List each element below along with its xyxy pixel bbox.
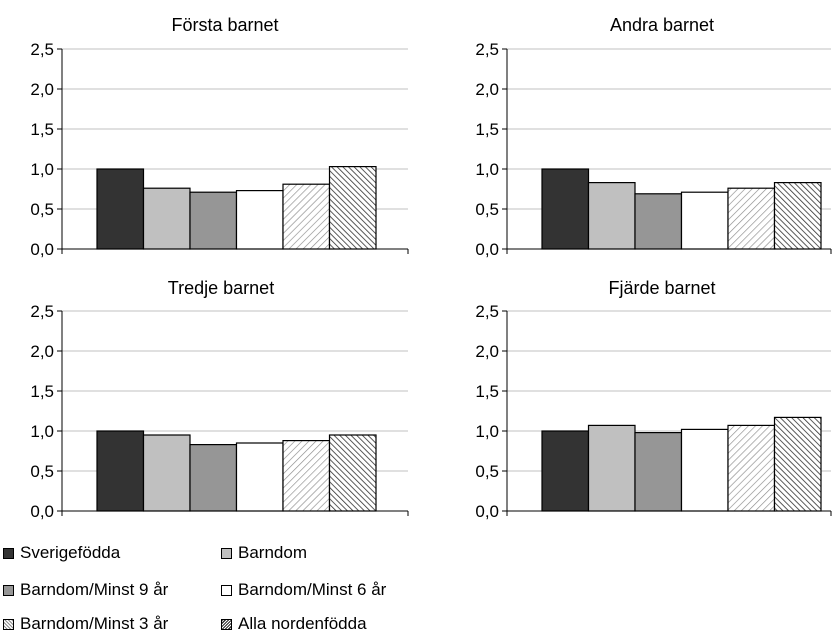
bar-1 bbox=[96, 430, 145, 512]
legend-item: Barndom/Minst 6 år bbox=[221, 580, 386, 600]
bar-1 bbox=[541, 430, 590, 512]
y-tick-label: 2,5 bbox=[30, 302, 54, 321]
chart-title: Fjärde barnet bbox=[608, 278, 715, 298]
legend-label: Barndom/Minst 6 år bbox=[238, 580, 387, 599]
y-tick-label: 1,0 bbox=[475, 422, 499, 441]
y-tick-label: 0,0 bbox=[475, 502, 499, 521]
bar-3 bbox=[189, 191, 238, 250]
bar-2 bbox=[587, 182, 636, 250]
y-tick-label: 2,5 bbox=[30, 40, 54, 59]
bar-2 bbox=[142, 434, 191, 512]
y-tick-label: 2,0 bbox=[475, 342, 499, 361]
bar-1 bbox=[541, 168, 590, 250]
y-tick-label: 1,5 bbox=[475, 382, 499, 401]
bar-5 bbox=[727, 424, 776, 512]
y-tick-label: 2,0 bbox=[30, 342, 54, 361]
bar-1 bbox=[96, 168, 145, 250]
chart-panel-1: 0,0 0,5 1,0 1,5 2,0 2,5 Första barnet bbox=[30, 15, 409, 259]
chart-title: Tredje barnet bbox=[168, 278, 274, 298]
chart-title: Första barnet bbox=[171, 15, 278, 35]
bar-4 bbox=[680, 428, 729, 512]
y-tick-label: 0,0 bbox=[30, 502, 54, 521]
legend-item: Sverigefödda bbox=[3, 543, 120, 563]
chart-panel-4: 0,0 0,5 1,0 1,5 2,0 2,5 Fjärde barnet bbox=[475, 278, 832, 521]
y-tick-label: 2,5 bbox=[475, 40, 499, 59]
bar-6 bbox=[328, 166, 377, 250]
legend-item: Barndom bbox=[221, 543, 307, 563]
y-tick-label: 2,5 bbox=[475, 302, 499, 321]
legend-label: Alla nordenfödda bbox=[238, 614, 367, 633]
legend-swatch bbox=[221, 548, 232, 559]
bar-6 bbox=[773, 182, 822, 250]
legend-label: Barndom/Minst 9 år bbox=[20, 580, 169, 599]
legend-label: Barndom bbox=[238, 543, 307, 562]
bar-3 bbox=[189, 444, 238, 512]
bar-4 bbox=[235, 442, 284, 512]
bar-5 bbox=[727, 187, 776, 250]
legend-item: Alla nordenfödda bbox=[221, 614, 367, 634]
y-tick-label: 2,0 bbox=[475, 80, 499, 99]
legend-item: Barndom/Minst 3 år bbox=[3, 614, 168, 634]
bar-3 bbox=[634, 193, 683, 250]
y-tick-label: 0,5 bbox=[475, 462, 499, 481]
charts-canvas: 0,0 0,5 1,0 1,5 2,0 2,5 Första barnet 0,0 0,5 1,0… bbox=[30, 15, 832, 521]
chart-panel-3: 0,0 0,5 1,0 1,5 2,0 2,5 Tredje barnet bbox=[30, 278, 409, 521]
y-tick-label: 1,0 bbox=[30, 422, 54, 441]
legend-swatch bbox=[221, 619, 232, 630]
y-tick-label: 0,5 bbox=[475, 200, 499, 219]
legend-swatch bbox=[3, 585, 14, 596]
bar-6 bbox=[773, 416, 822, 512]
y-tick-label: 1,5 bbox=[30, 120, 54, 139]
y-tick-label: 0,5 bbox=[30, 462, 54, 481]
legend-item: Barndom/Minst 9 år bbox=[3, 580, 168, 600]
y-tick-label: 1,0 bbox=[475, 160, 499, 179]
bar-6 bbox=[328, 434, 377, 512]
y-tick-label: 0,5 bbox=[30, 200, 54, 219]
legend-label: Barndom/Minst 3 år bbox=[20, 614, 169, 633]
y-tick-label: 0,0 bbox=[30, 240, 54, 259]
bar-2 bbox=[142, 187, 191, 250]
chart-title: Andra barnet bbox=[610, 15, 714, 35]
bar-5 bbox=[282, 183, 331, 250]
y-tick-label: 1,0 bbox=[30, 160, 54, 179]
legend-swatch bbox=[3, 548, 14, 559]
bar-3 bbox=[634, 432, 683, 512]
legend-swatch bbox=[221, 585, 232, 596]
bar-4 bbox=[235, 190, 284, 250]
y-tick-label: 0,0 bbox=[475, 240, 499, 259]
bar-2 bbox=[587, 424, 636, 512]
legend-label: Sverigefödda bbox=[20, 543, 121, 562]
y-tick-label: 2,0 bbox=[30, 80, 54, 99]
chart-panel-2: 0,0 0,5 1,0 1,5 2,0 2,5 Andra barnet bbox=[475, 15, 832, 259]
bar-4 bbox=[680, 191, 729, 250]
legend-swatch bbox=[3, 619, 14, 630]
y-tick-label: 1,5 bbox=[30, 382, 54, 401]
y-tick-label: 1,5 bbox=[475, 120, 499, 139]
bar-5 bbox=[282, 440, 331, 512]
